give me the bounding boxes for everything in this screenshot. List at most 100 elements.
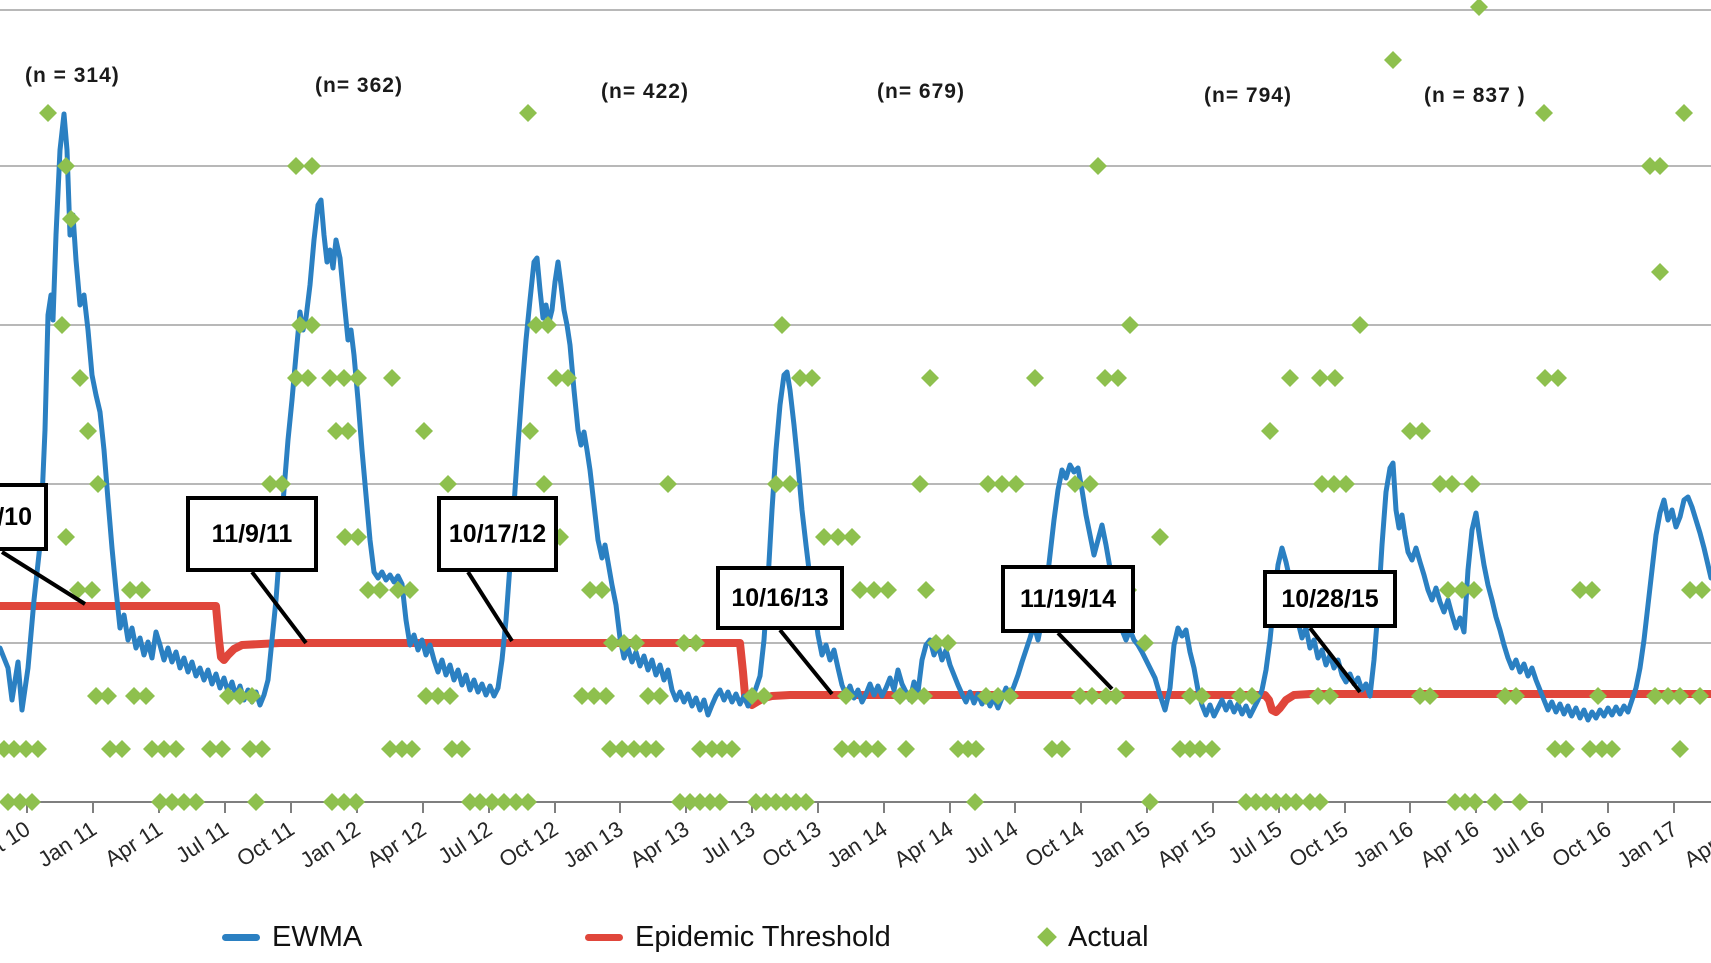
actual-point	[219, 687, 237, 705]
actual-point	[1231, 687, 1249, 705]
actual-point	[1181, 687, 1199, 705]
actual-point	[1107, 687, 1125, 705]
actual-point	[547, 369, 565, 387]
actual-point	[1546, 740, 1564, 758]
actual-point	[903, 687, 921, 705]
actual-point	[287, 369, 305, 387]
actual-point	[247, 793, 265, 811]
actual-point	[1465, 581, 1483, 599]
actual-point	[453, 740, 471, 758]
actual-point	[967, 740, 985, 758]
season-n-annotation: (n = 314)	[25, 64, 120, 87]
actual-point	[845, 740, 863, 758]
actual-point	[1071, 687, 1089, 705]
actual-point	[62, 210, 80, 228]
actual-point	[1267, 793, 1285, 811]
actual-point	[915, 687, 933, 705]
season-n-annotation: (n= 679)	[877, 80, 965, 103]
actual-point	[851, 581, 869, 599]
actual-point	[1507, 687, 1525, 705]
actual-point	[519, 104, 537, 122]
legend-line-swatch	[222, 933, 260, 941]
actual-point	[1083, 687, 1101, 705]
actual-point	[243, 687, 261, 705]
actual-point	[573, 687, 591, 705]
actual-point	[273, 475, 291, 493]
actual-point	[535, 475, 553, 493]
actual-point	[865, 581, 883, 599]
actual-point	[615, 634, 633, 652]
actual-point	[1443, 475, 1461, 493]
actual-point	[1463, 475, 1481, 493]
actual-point	[691, 793, 709, 811]
legend-item-actual: Actual	[1037, 917, 1149, 957]
actual-point	[1043, 740, 1061, 758]
actual-point	[1337, 475, 1355, 493]
actual-point	[559, 369, 577, 387]
actual-point	[829, 528, 847, 546]
actual-point	[167, 740, 185, 758]
actual-point	[155, 740, 173, 758]
actual-point	[347, 793, 365, 811]
actual-point	[201, 740, 219, 758]
actual-point	[1641, 157, 1659, 175]
actual-point	[659, 475, 677, 493]
actual-point	[1671, 687, 1689, 705]
actual-point	[299, 369, 317, 387]
actual-point	[1581, 740, 1599, 758]
actual-point	[723, 740, 741, 758]
actual-point	[921, 369, 939, 387]
actual-point	[335, 369, 353, 387]
actual-point	[767, 475, 785, 493]
actual-point	[521, 422, 539, 440]
actual-point	[1571, 581, 1589, 599]
actual-point	[585, 687, 603, 705]
actual-point	[797, 793, 815, 811]
actual-point	[637, 740, 655, 758]
actual-point	[349, 369, 367, 387]
actual-point	[1401, 422, 1419, 440]
actual-point	[1446, 793, 1464, 811]
season-n-annotation: (n= 422)	[601, 80, 689, 103]
actual-point	[1141, 793, 1159, 811]
actual-point	[966, 793, 984, 811]
season-n-annotation: (n = 837 )	[1424, 84, 1526, 107]
actual-point	[113, 740, 131, 758]
actual-point	[125, 687, 143, 705]
actual-point	[1287, 793, 1305, 811]
actual-point	[1089, 157, 1107, 175]
actual-point	[681, 793, 699, 811]
actual-point	[1651, 157, 1669, 175]
actual-point	[441, 687, 459, 705]
actual-point	[671, 793, 689, 811]
actual-point	[1466, 793, 1484, 811]
threshold-date-callout: 10/16/13	[716, 566, 844, 630]
actual-point	[1281, 369, 1299, 387]
actual-point	[757, 793, 775, 811]
actual-point	[483, 793, 501, 811]
actual-point	[1681, 581, 1699, 599]
actual-point	[879, 581, 897, 599]
actual-point	[601, 740, 619, 758]
actual-point	[539, 316, 557, 334]
actual-point	[393, 740, 411, 758]
actual-point	[403, 740, 421, 758]
actual-point	[389, 581, 407, 599]
actual-point	[593, 581, 611, 599]
actual-point	[323, 793, 341, 811]
actual-point	[711, 793, 729, 811]
actual-point	[1659, 687, 1677, 705]
actual-point	[151, 793, 169, 811]
threshold-date-callout: 10/28/15	[1263, 570, 1397, 628]
actual-point	[1439, 581, 1457, 599]
actual-point	[415, 422, 433, 440]
actual-point	[23, 793, 41, 811]
actual-point	[163, 793, 181, 811]
actual-point	[133, 581, 151, 599]
actual-point	[581, 581, 599, 599]
actual-point	[1691, 687, 1709, 705]
actual-point	[29, 740, 47, 758]
actual-point	[1593, 740, 1611, 758]
actual-point	[993, 475, 1011, 493]
